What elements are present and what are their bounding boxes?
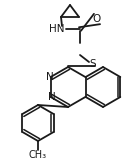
Text: CH₃: CH₃ xyxy=(29,150,47,160)
Text: O: O xyxy=(93,14,101,24)
Text: S: S xyxy=(90,59,96,69)
Text: HN: HN xyxy=(49,24,65,34)
Text: N: N xyxy=(48,92,56,102)
Text: N: N xyxy=(46,72,54,82)
